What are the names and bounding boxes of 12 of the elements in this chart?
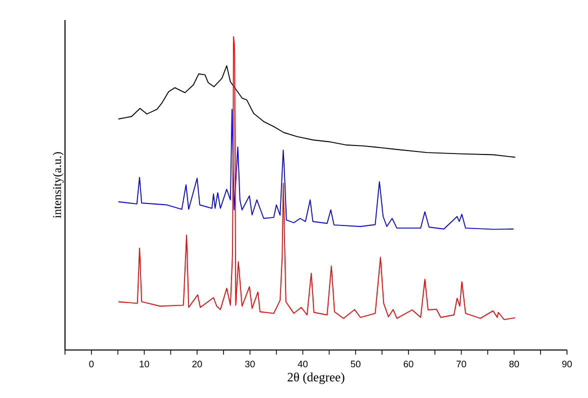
x-tick-label: 10 [140,360,150,368]
x-axis-title: 2θ (degree) [288,372,344,384]
y-axis-title: intensity(a.u.) [52,152,64,218]
x-tick-label: 40 [298,360,308,368]
x-tick-label: 0 [89,360,94,368]
x-tick-label: 80 [509,360,519,368]
x-tick-label: 50 [350,360,360,368]
x-tick-label: 90 [562,360,572,368]
x-tick-label: 70 [456,360,466,368]
x-tick-label: 30 [245,360,255,368]
x-tick-label: 20 [192,360,202,368]
x-tick-label: 60 [404,360,414,368]
